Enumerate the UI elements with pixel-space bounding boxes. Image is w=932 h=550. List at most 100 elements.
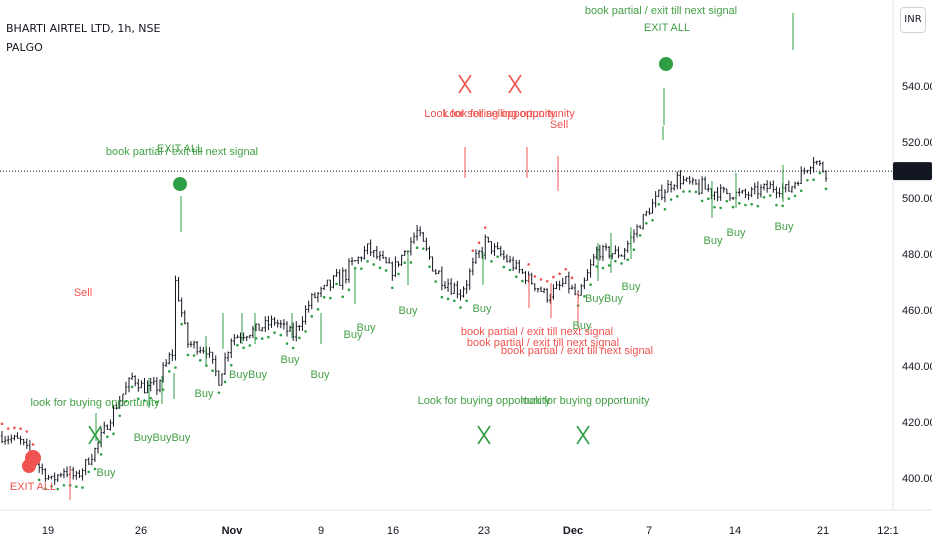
x-tick-label: Dec <box>563 525 583 537</box>
currency-button[interactable]: INR <box>900 7 926 33</box>
annotation-label: look for buying opportunity <box>520 395 650 407</box>
indicator-name: PALGO <box>6 41 43 54</box>
trail-dot <box>570 276 574 280</box>
trail-dot <box>13 426 16 430</box>
trail-dot <box>242 346 245 350</box>
y-tick-label: 420.00 <box>902 417 932 429</box>
x-tick-label: 12:1 <box>877 525 898 537</box>
trail-dot <box>50 484 53 488</box>
trail-dot <box>657 202 661 206</box>
trail-dot <box>428 265 431 268</box>
cross-marker <box>88 425 102 445</box>
trail-dot <box>143 399 146 402</box>
annotation-label: Buy <box>195 388 214 400</box>
annotation-label: BuyBuy <box>229 369 267 381</box>
trail-dot <box>56 487 60 491</box>
trail-dot <box>81 486 84 489</box>
trail-dot <box>514 275 518 279</box>
trail-dot <box>781 204 784 208</box>
annotation-label: book partial / exit till next signal <box>461 326 613 338</box>
annotation-label: BuyBuy <box>585 293 623 305</box>
trail-dot <box>19 427 22 431</box>
trail-dot <box>750 202 753 206</box>
trail-dot <box>279 333 283 337</box>
trail-dot <box>236 343 239 347</box>
trail-dot <box>508 268 512 272</box>
trail-dot <box>217 391 221 394</box>
trail-dot <box>372 263 376 266</box>
last-price: 509.60 <box>0 162 932 181</box>
annotation-label: book partial / exit till next signal <box>106 146 258 158</box>
trail-dot <box>186 353 190 357</box>
x-tick-label: Nov <box>222 525 244 537</box>
trail-dot <box>0 422 4 426</box>
annotation-label: Buy <box>97 467 116 479</box>
candles <box>0 156 828 485</box>
trail-dot <box>682 190 685 193</box>
x-tick-label: 7 <box>646 525 652 537</box>
trail-dot <box>316 308 320 311</box>
trail-dot <box>483 226 487 229</box>
trail-dot <box>806 178 809 182</box>
trail-dot <box>663 207 667 211</box>
trail-dot <box>552 275 555 279</box>
exit-circle <box>659 57 673 71</box>
trail-dot <box>595 265 599 268</box>
signal-lines <box>69 13 794 500</box>
trail-dot <box>329 296 332 300</box>
cross-marker <box>576 425 590 445</box>
trail-dot <box>539 278 543 281</box>
annotation-label: Buy <box>727 227 746 239</box>
y-tick-label: 460.00 <box>902 305 932 317</box>
annotation-label: BuyBuyBuy <box>134 432 191 444</box>
trail-dot <box>130 385 134 389</box>
last-price-badge <box>893 162 932 181</box>
trail-dot <box>180 322 183 326</box>
x-tick-label: 26 <box>135 525 147 537</box>
trail-dot <box>583 294 586 298</box>
annotation-label: Buy <box>311 369 330 381</box>
trail-dot <box>391 286 394 290</box>
annotation-label: Buy <box>704 235 723 247</box>
x-tick-label: 19 <box>42 525 54 537</box>
trail-dot <box>44 487 47 491</box>
trail-dot <box>737 201 741 205</box>
annotation-label: Look for selling opportunity <box>424 108 556 120</box>
trail-dot <box>434 280 437 283</box>
trail-dot <box>545 279 549 283</box>
trail-dot <box>818 171 822 175</box>
trail-dot <box>688 190 691 193</box>
trail-dot <box>700 199 704 203</box>
trail-dot <box>614 259 617 263</box>
trail-dot <box>223 380 227 384</box>
trail-dot <box>725 199 729 203</box>
x-tick-label: 23 <box>478 525 490 537</box>
trail-dot <box>762 195 766 199</box>
trail-dot <box>799 189 803 193</box>
annotation-label: Buy <box>573 320 592 332</box>
trail-dot <box>452 299 456 303</box>
trail-dot <box>403 261 407 265</box>
trail-dot <box>37 478 41 482</box>
trail-dot <box>502 265 506 269</box>
trail-dot <box>106 435 109 439</box>
trail-dot <box>360 267 363 270</box>
trail-dot <box>378 266 382 270</box>
trail-dot <box>465 299 468 303</box>
y-tick-label: 520.00 <box>902 137 932 149</box>
trail-dot <box>521 279 524 283</box>
annotation-label: EXIT ALL <box>644 22 690 34</box>
cross-marker <box>508 74 522 94</box>
trail-dot <box>87 470 91 474</box>
trail-dot <box>211 369 214 373</box>
exit-circle <box>22 459 36 473</box>
trail-dot <box>533 275 537 278</box>
y-tick-label: 440.00 <box>902 361 932 373</box>
trail-dot <box>490 260 493 263</box>
trail-dot <box>6 427 10 430</box>
trail-dot <box>527 263 530 266</box>
trail-dot <box>706 197 710 201</box>
annotation-label: Buy <box>622 281 641 293</box>
